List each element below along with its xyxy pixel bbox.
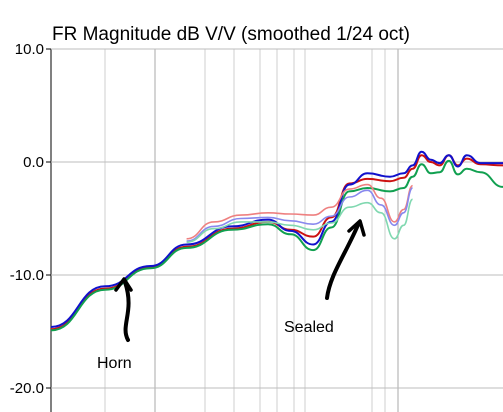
annotation-label: Horn <box>97 355 132 372</box>
series-lines <box>50 150 503 332</box>
series-line-2 <box>50 150 503 328</box>
series-line-3 <box>50 159 503 332</box>
annotation-arrowhead <box>114 277 133 292</box>
series-line-6 <box>186 198 414 243</box>
series-line-4 <box>186 183 414 240</box>
annotation-label: Sealed <box>284 319 334 336</box>
y-tick-label: 0.0 <box>23 154 44 171</box>
annotations: Horn Sealed <box>97 219 366 372</box>
annotation-arrowhead <box>347 219 366 237</box>
y-tick-label: -20.0 <box>10 380 44 397</box>
chart-title: FR Magnitude dB V/V (smoothed 1/24 oct) <box>52 24 410 45</box>
y-tick-label: 10.0 <box>15 41 44 58</box>
series-line-5 <box>186 187 414 242</box>
annotation-arrow <box>325 223 360 300</box>
y-axis-ticks: 10.0 0.0 -10.0 -20.0 <box>10 41 51 397</box>
y-tick-label: -10.0 <box>10 267 44 284</box>
annotation-arrow <box>123 280 131 342</box>
